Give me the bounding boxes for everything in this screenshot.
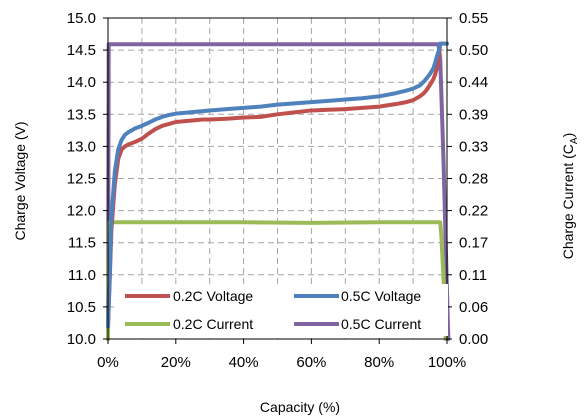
legend-label-0.2c-voltage: 0.2C Voltage — [173, 288, 253, 304]
x-axis-tick-label: 0% — [97, 354, 119, 371]
x-axis-ticks: 0% 20% 40% 60% 80% 100% — [97, 339, 466, 371]
x-axis-tick-label: 40% — [229, 354, 259, 371]
legend-item-0.2c-voltage: 0.2C Voltage — [125, 288, 253, 304]
series-layer — [106, 41, 451, 341]
legend-item-0.2c-current: 0.2C Current — [125, 316, 253, 332]
left-axis-tick-label: 13.0 — [67, 138, 96, 155]
series-line-0.5c-voltage — [106, 41, 449, 329]
right-axis-title-close: ) — [560, 133, 576, 138]
x-axis-tick-label: 80% — [364, 354, 394, 371]
x-axis-tick-label: 100% — [428, 354, 466, 371]
left-axis-title: Charge Voltage (V) — [12, 121, 28, 240]
left-axis-tick-label: 14.5 — [67, 42, 96, 59]
left-axis-tick-label: 10.5 — [67, 299, 96, 316]
legend-background — [118, 284, 448, 336]
left-axis-tick-label: 13.5 — [67, 106, 96, 123]
legend-label-0.5c-voltage: 0.5C Voltage — [341, 288, 421, 304]
right-axis-title-main: Charge Current (C — [560, 144, 576, 259]
legend-item-0.5c-current: 0.5C Current — [294, 316, 421, 332]
left-axis-tick-label: 12.0 — [67, 203, 96, 220]
right-axis-tick-label: 0.06 — [459, 299, 488, 316]
right-axis-tick-label: 0.50 — [459, 42, 488, 59]
left-axis-ticks: 10.0 10.5 11.0 11.5 12.0 12.5 13.0 13.5 14.0 14.5… — [67, 10, 108, 348]
left-axis-tick-label: 15.0 — [67, 10, 96, 27]
left-axis-tick-label: 11.5 — [68, 235, 96, 252]
legend-label-0.2c-current: 0.2C Current — [173, 316, 253, 332]
series-line-0.2c-current — [106, 220, 448, 341]
left-axis-tick-label: 12.5 — [67, 171, 96, 188]
right-axis-tick-label: 0.22 — [459, 203, 488, 220]
right-axis-title-subscript: A — [569, 137, 580, 144]
x-axis-tick-label: 60% — [296, 354, 326, 371]
left-axis-tick-label: 10.0 — [67, 331, 96, 348]
legend: 0.2C Voltage 0.5C Voltage 0.2C Current 0… — [118, 284, 448, 336]
legend-label-0.5c-current: 0.5C Current — [341, 316, 421, 332]
x-axis-tick-label: 20% — [161, 354, 191, 371]
right-axis-tick-label: 0.28 — [459, 171, 488, 188]
right-axis-title: Charge Current (CA) — [560, 133, 580, 260]
right-axis-tick-label: 0.55 — [459, 10, 488, 27]
right-axis-tick-label: 0.17 — [459, 235, 488, 252]
right-axis-tick-label: 0.33 — [459, 138, 488, 155]
right-axis-ticks: 0.00 0.06 0.11 0.17 0.22 0.28 0.33 0.39 0.44 0.50… — [447, 10, 488, 348]
legend-item-0.5c-voltage: 0.5C Voltage — [294, 288, 421, 304]
right-axis-tick-label: 0.11 — [459, 267, 487, 284]
left-axis-tick-label: 14.0 — [67, 74, 96, 91]
series-line-0.5c-current — [106, 42, 451, 341]
left-axis-tick-label: 11.0 — [68, 267, 96, 284]
right-axis-tick-label: 0.00 — [459, 331, 488, 348]
x-axis-title: Capacity (%) — [260, 399, 340, 415]
right-axis-tick-label: 0.44 — [459, 74, 488, 91]
series-line-0.2c-voltage — [106, 41, 443, 329]
right-axis-tick-label: 0.39 — [459, 106, 488, 123]
